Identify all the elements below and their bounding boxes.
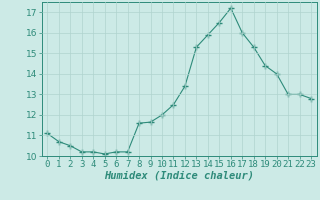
- X-axis label: Humidex (Indice chaleur): Humidex (Indice chaleur): [104, 171, 254, 181]
